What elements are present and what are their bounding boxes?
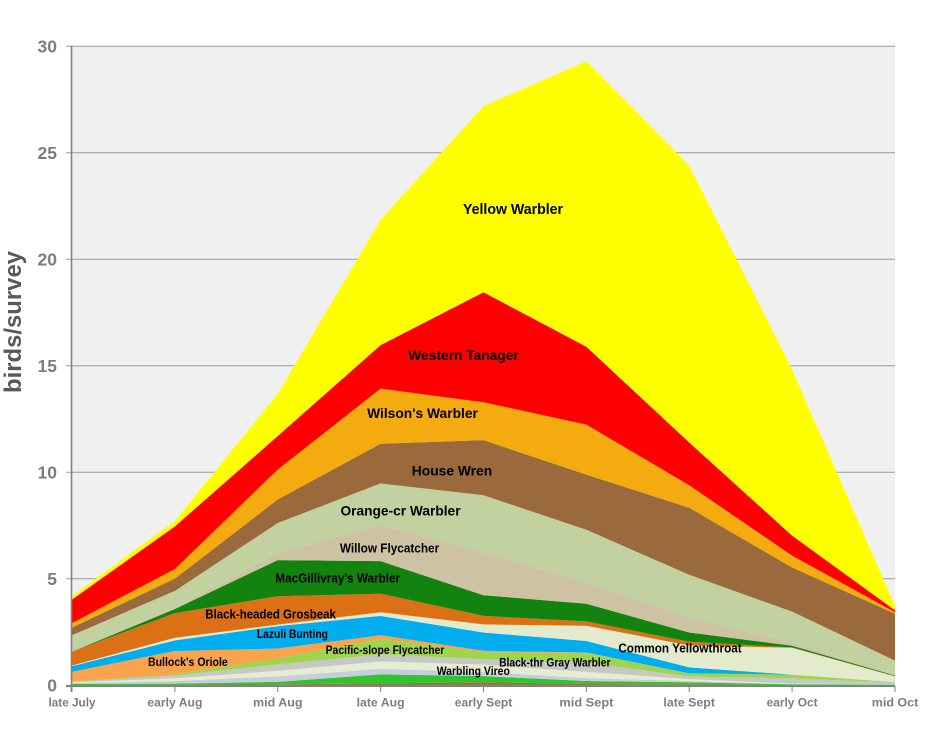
svg-text:Yellow Warbler: Yellow Warbler (463, 201, 563, 218)
svg-text:10: 10 (38, 462, 58, 482)
svg-text:Warbling Vireo: Warbling Vireo (437, 664, 510, 678)
svg-text:0: 0 (47, 675, 57, 695)
svg-text:Black-thr Gray Warbler: Black-thr Gray Warbler (499, 655, 611, 669)
svg-text:Lazuli Bunting: Lazuli Bunting (257, 627, 328, 641)
svg-text:mid Aug: mid Aug (253, 698, 303, 710)
svg-text:15: 15 (38, 356, 58, 376)
svg-text:late July: late July (49, 698, 97, 710)
svg-text:late Sept: late Sept (663, 698, 715, 710)
svg-text:Wilson's Warbler: Wilson's Warbler (367, 405, 478, 421)
svg-text:Black-headed Grosbeak: Black-headed Grosbeak (205, 607, 336, 622)
svg-text:early Oct: early Oct (767, 698, 818, 710)
svg-text:Common Yellowthroat: Common Yellowthroat (618, 640, 742, 655)
svg-text:early Sept: early Sept (455, 698, 513, 710)
svg-text:MacGillivray's Warbler: MacGillivray's Warbler (275, 571, 400, 586)
svg-text:20: 20 (38, 249, 58, 269)
svg-text:30: 30 (38, 36, 58, 56)
svg-text:House Wren: House Wren (412, 463, 492, 479)
svg-text:Western Tanager: Western Tanager (408, 347, 519, 363)
svg-text:early Aug: early Aug (147, 698, 202, 710)
svg-text:mid Sept: mid Sept (559, 698, 613, 710)
svg-text:late Aug: late Aug (357, 698, 405, 710)
svg-text:25: 25 (38, 143, 58, 163)
svg-text:Orange-cr Warbler: Orange-cr Warbler (340, 503, 461, 519)
svg-text:5: 5 (47, 569, 57, 589)
svg-text:birds/survey: birds/survey (0, 250, 27, 393)
svg-text:mid Oct: mid Oct (872, 698, 919, 710)
svg-text:Pacific-slope Flycatcher: Pacific-slope Flycatcher (326, 643, 445, 657)
svg-text:Bullock's Oriole: Bullock's Oriole (148, 655, 228, 669)
svg-text:Willow Flycatcher: Willow Flycatcher (340, 541, 439, 556)
